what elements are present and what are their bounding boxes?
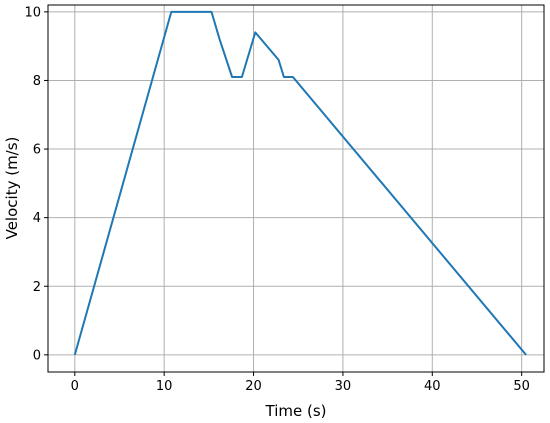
velocity-line xyxy=(73,10,527,356)
x-tick-label: 20 xyxy=(245,379,262,394)
y-tick-label: 8 xyxy=(33,74,41,89)
y-tick-label: 6 xyxy=(33,143,41,158)
y-tick-label: 2 xyxy=(33,280,41,295)
x-tick-label: 0 xyxy=(71,379,79,394)
grid xyxy=(48,5,544,372)
plot-frame xyxy=(47,4,545,373)
x-axis-label: Time (s) xyxy=(265,402,327,420)
y-tick-label: 0 xyxy=(33,348,41,363)
y-tick-label: 4 xyxy=(33,211,41,226)
x-axis: 0 10 20 30 40 50 xyxy=(71,372,530,394)
x-tick-label: 30 xyxy=(335,379,352,394)
x-tick-label: 10 xyxy=(156,379,173,394)
x-tick-label: 50 xyxy=(513,379,530,394)
y-tick-label: 10 xyxy=(24,5,41,20)
y-axis: 0 2 4 6 8 10 xyxy=(24,5,48,363)
series-layer xyxy=(73,10,527,356)
x-tick-label: 40 xyxy=(424,379,441,394)
y-axis-label: Velocity (m/s) xyxy=(3,137,21,240)
